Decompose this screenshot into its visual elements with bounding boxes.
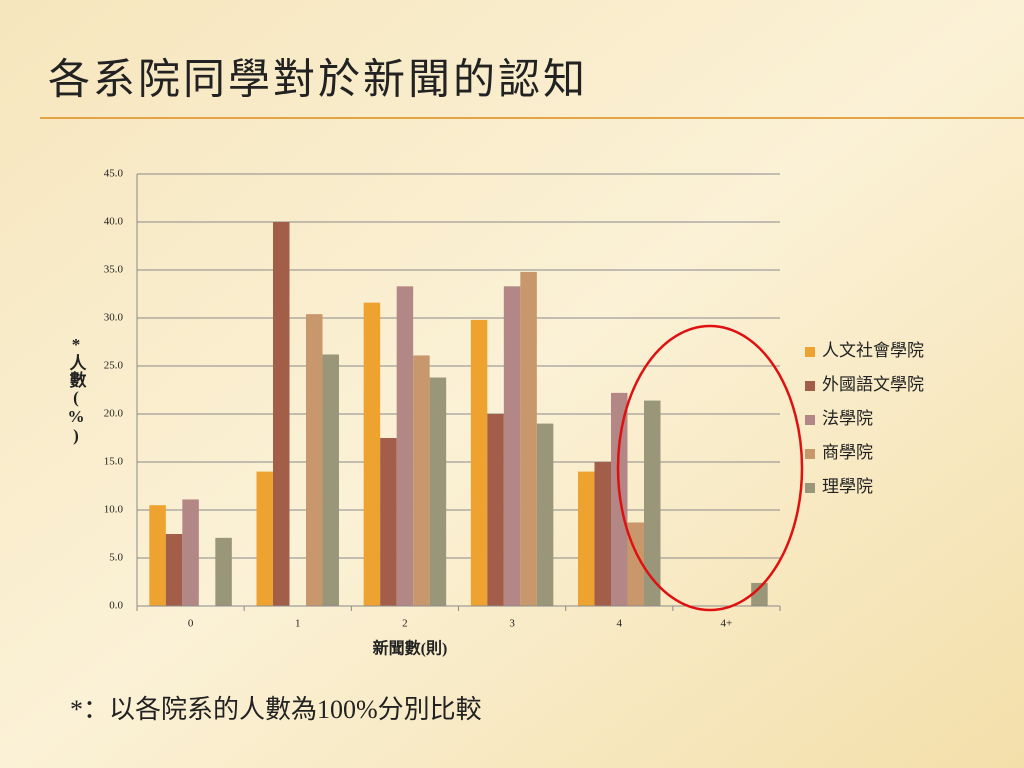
bar (487, 414, 504, 606)
bar (751, 582, 768, 606)
legend-swatch (805, 381, 815, 391)
y-tick-label: 15.0 (104, 456, 124, 468)
y-tick-label: 0.0 (109, 600, 123, 612)
bar (363, 302, 381, 606)
legend-swatch (805, 347, 815, 357)
bar (503, 286, 521, 606)
y-axis-title: *人數(%) (67, 335, 87, 445)
legend-label: 商學院 (822, 443, 873, 462)
legend-label: 理學院 (822, 477, 873, 496)
bar (215, 537, 232, 606)
x-tick-label: 0 (188, 618, 194, 630)
bar (644, 400, 661, 606)
plot: 0.0 5.0 10.0 15.0 20.0 25.0 30.0 35.0 40.0 45.0 0 1… (104, 168, 924, 630)
bar (578, 471, 595, 606)
y-tick-label: 45.0 (104, 168, 124, 180)
x-tick-label: 3 (509, 618, 515, 630)
legend-swatch (805, 483, 815, 493)
x-tick-label: 4+ (721, 618, 733, 630)
y-tick-label: 25.0 (104, 360, 124, 372)
bar (380, 438, 397, 606)
y-tick-label: 20.0 (104, 408, 124, 420)
slide-title: 各系院同學對於新聞的認知 (48, 57, 588, 104)
bar (165, 534, 183, 606)
bar (306, 314, 323, 606)
x-tick-label: 2 (402, 618, 408, 630)
footnote: *：以各院系的人數為100%分別比較 (70, 695, 482, 724)
x-tick-label: 4 (617, 618, 623, 630)
y-tick-label: 10.0 (104, 504, 124, 516)
y-tick-label: 30.0 (104, 312, 124, 324)
highlight-circle (616, 324, 804, 612)
y-tick-label: 40.0 (104, 216, 124, 228)
bar (149, 505, 166, 606)
legend-label: 法學院 (822, 409, 873, 428)
bar (322, 354, 339, 606)
x-tick-label: 1 (295, 618, 301, 630)
bar (273, 222, 290, 606)
x-axis-title: 新聞數(則) (373, 639, 448, 658)
bar (256, 471, 273, 606)
legend-label: 人文社會學院 (822, 341, 924, 360)
y-tick-label: 5.0 (109, 552, 123, 564)
bar (429, 377, 447, 606)
bar (470, 319, 488, 606)
bar (396, 286, 414, 606)
bar (413, 355, 430, 606)
y-tick-label: 35.0 (104, 264, 124, 276)
legend-swatch (805, 449, 815, 459)
bar (520, 271, 537, 606)
legend-swatch (805, 415, 815, 425)
legend-label: 外國語文學院 (822, 375, 924, 394)
bar (536, 423, 554, 606)
bar (594, 462, 611, 606)
bar (182, 499, 199, 606)
